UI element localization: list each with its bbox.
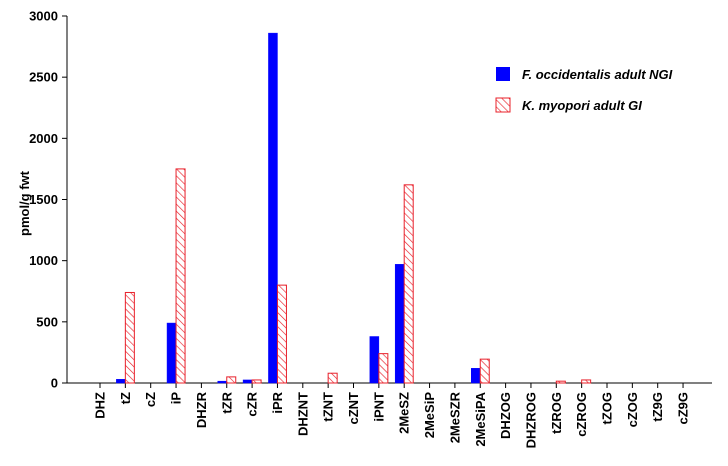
- x-tick-label: DHZ: [93, 392, 108, 419]
- bar: [369, 336, 380, 384]
- legend-swatch: [496, 67, 510, 81]
- bar: [116, 379, 126, 384]
- y-tick-label: 0: [51, 376, 58, 391]
- bar: [276, 284, 287, 384]
- bar: [166, 322, 177, 384]
- x-tick-label: DHZNT: [295, 392, 310, 436]
- bar: [394, 264, 405, 384]
- bar: [581, 379, 592, 384]
- x-tick-label: 2MeSiPA: [473, 391, 488, 446]
- x-tick-label: cZOG: [625, 392, 640, 427]
- bar: [378, 353, 389, 384]
- x-tick-label: 2MeSiP: [422, 392, 437, 439]
- bar: [242, 379, 253, 384]
- x-tick-label: cZR: [245, 391, 260, 416]
- bar: [251, 379, 262, 384]
- x-tick-label: DHZR: [194, 391, 209, 428]
- bar: [479, 358, 490, 384]
- bar: [471, 368, 481, 384]
- x-tick-label: DHZROG: [523, 392, 538, 448]
- bar: [226, 376, 237, 384]
- legend-label: K. myopori adult GI: [522, 98, 642, 113]
- x-tick-label: cZ9G: [676, 392, 691, 425]
- bar: [268, 32, 278, 384]
- x-tick-label: tZROG: [549, 392, 564, 434]
- y-axis-title: pmol/g fwt: [17, 170, 32, 236]
- bar: [327, 372, 338, 384]
- y-tick-label: 500: [36, 314, 58, 329]
- y-tick-label: 3000: [29, 9, 58, 24]
- x-tick-label: 2MeSZ: [397, 392, 412, 434]
- x-tick-label: tZ9G: [650, 392, 665, 422]
- x-tick-label: tZR: [219, 391, 234, 413]
- x-tick-label: tZOG: [600, 392, 615, 425]
- y-tick-label: 1000: [29, 253, 58, 268]
- bar: [217, 380, 227, 384]
- x-tick-label: iPNT: [371, 392, 386, 422]
- bar: [124, 291, 135, 384]
- x-tick-label: tZNT: [321, 392, 336, 422]
- y-tick-label: 2500: [29, 70, 58, 85]
- bar: [403, 184, 414, 384]
- y-tick-label: 1500: [29, 192, 58, 207]
- x-tick-label: iP: [169, 392, 184, 405]
- x-tick-label: cZNT: [346, 392, 361, 425]
- x-tick-label: tZ: [118, 392, 133, 404]
- x-tick-label: iPR: [270, 391, 285, 413]
- bar: [555, 380, 566, 384]
- x-tick-label: cZ: [143, 392, 158, 407]
- y-tick-label: 2000: [29, 131, 58, 146]
- x-tick-label: cZROG: [574, 392, 589, 437]
- bar: [175, 168, 186, 384]
- legend-label: F. occidentalis adult NGI: [522, 67, 673, 82]
- x-tick-label: 2MeSZR: [447, 391, 462, 443]
- x-tick-label: DHZOG: [498, 392, 513, 439]
- legend-swatch: [495, 97, 511, 113]
